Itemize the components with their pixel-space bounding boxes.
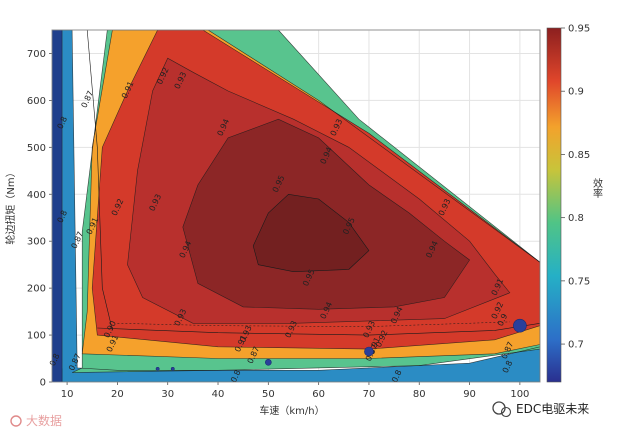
x-tick-label: 30: [161, 389, 174, 400]
colorbar-tick-label: 0.7: [568, 340, 584, 351]
left-watermark: 大数据: [10, 413, 62, 428]
right-watermark: EDC电驱未来: [492, 401, 589, 418]
x-tick-label: 90: [463, 389, 476, 400]
operating-point-marker: [155, 366, 160, 371]
x-tick-label: 10: [61, 389, 74, 400]
colorbar: [546, 27, 562, 383]
colorbar-tick-label: 0.9: [568, 87, 584, 98]
colorbar-label: 效率: [591, 177, 603, 199]
y-tick-label: 0: [40, 378, 46, 389]
operating-point-marker: [513, 318, 527, 333]
contour-line: [182, 118, 471, 310]
contour-lines: [61, 30, 540, 382]
operating-point-marker: [265, 358, 272, 366]
x-tick-label: 40: [212, 389, 225, 400]
y-tick-label: 500: [27, 143, 46, 154]
watermark-logo-icon: [10, 415, 22, 427]
contour-line: [117, 321, 510, 327]
y-tick-label: 700: [27, 49, 46, 60]
right-watermark-text: EDC电驱未来: [516, 402, 589, 416]
y-tick-label: 300: [27, 237, 46, 248]
colorbar-ticks: 0.7 0.75 0.8 0.85 0.9 0.95: [561, 24, 590, 351]
contour-line: [97, 323, 540, 336]
x-axis-ticks: 10 20 30 40 50 60 70 80 90 100: [61, 382, 529, 400]
contour-regions: [52, 30, 540, 382]
x-tick-label: 60: [312, 389, 325, 400]
x-tick-label: 70: [363, 389, 376, 400]
x-tick-label: 20: [111, 389, 124, 400]
y-tick-label: 600: [27, 96, 46, 107]
colorbar-tick-label: 0.8: [568, 213, 584, 224]
x-tick-label: 50: [262, 389, 275, 400]
colorbar-tick-label: 0.85: [568, 150, 590, 161]
operating-point-marker: [364, 346, 374, 357]
wechat-icon-inner: [500, 406, 512, 418]
y-tick-label: 100: [27, 331, 46, 342]
contour-line: [252, 193, 370, 273]
y-axis-ticks: 0 100 200 300 400 500 600 700: [27, 49, 52, 389]
x-tick-label: 100: [510, 389, 529, 400]
plot-frame: [51, 29, 541, 383]
colorbar-tick-label: 0.75: [568, 276, 590, 287]
colorbar-tick-label: 0.95: [568, 24, 590, 35]
y-tick-label: 200: [27, 284, 46, 295]
contour-line: [71, 30, 540, 373]
y-tick-label: 400: [27, 190, 46, 201]
contour-line: [81, 30, 540, 359]
contour-line: [127, 57, 511, 324]
contour-line: [86, 30, 113, 331]
contour-region-core: [253, 194, 369, 272]
operating-points: [155, 318, 527, 371]
x-axis-label: 车速（km/h）: [259, 404, 324, 417]
left-watermark-text: 大数据: [26, 413, 62, 428]
x-tick-label: 80: [413, 389, 426, 400]
operating-point-marker: [170, 366, 175, 371]
y-axis-label: 轮边扭矩（Nm）: [4, 167, 17, 244]
